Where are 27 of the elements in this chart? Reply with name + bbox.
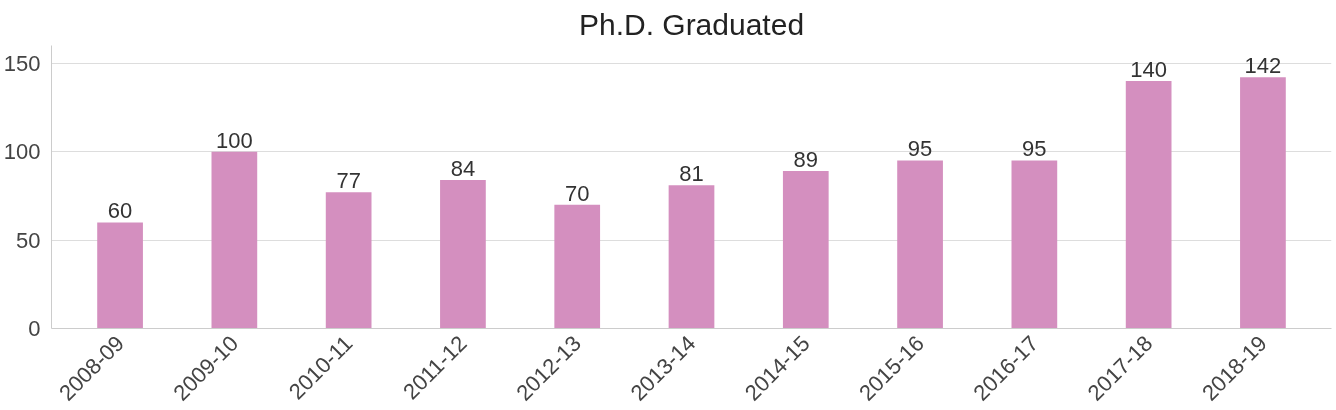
y-tick-label: 50 bbox=[16, 227, 41, 253]
data-label: 142 bbox=[1244, 53, 1282, 79]
bar bbox=[554, 204, 601, 329]
data-label: 140 bbox=[1130, 56, 1168, 82]
data-label: 95 bbox=[907, 136, 933, 162]
chart-title: Ph.D. Graduated bbox=[578, 7, 805, 41]
data-label: 77 bbox=[336, 168, 361, 194]
data-label: 100 bbox=[216, 127, 253, 153]
y-tick-label: 0 bbox=[28, 316, 41, 341]
data-label: 84 bbox=[450, 155, 476, 181]
data-label: 70 bbox=[564, 180, 590, 206]
data-label: 81 bbox=[679, 161, 704, 187]
bar bbox=[897, 160, 943, 329]
bar bbox=[782, 171, 829, 329]
bar bbox=[668, 185, 715, 329]
bar bbox=[1125, 80, 1172, 329]
bar bbox=[440, 179, 486, 329]
data-label: 89 bbox=[793, 147, 819, 173]
bar bbox=[1011, 160, 1058, 329]
bar bbox=[211, 151, 258, 329]
bar bbox=[1240, 77, 1286, 329]
bar bbox=[325, 192, 372, 329]
y-tick-label: 100 bbox=[3, 139, 41, 165]
y-tick-label: 150 bbox=[3, 50, 41, 76]
data-label: 60 bbox=[107, 198, 133, 224]
bar bbox=[97, 222, 143, 329]
data-label: 95 bbox=[1022, 136, 1047, 162]
